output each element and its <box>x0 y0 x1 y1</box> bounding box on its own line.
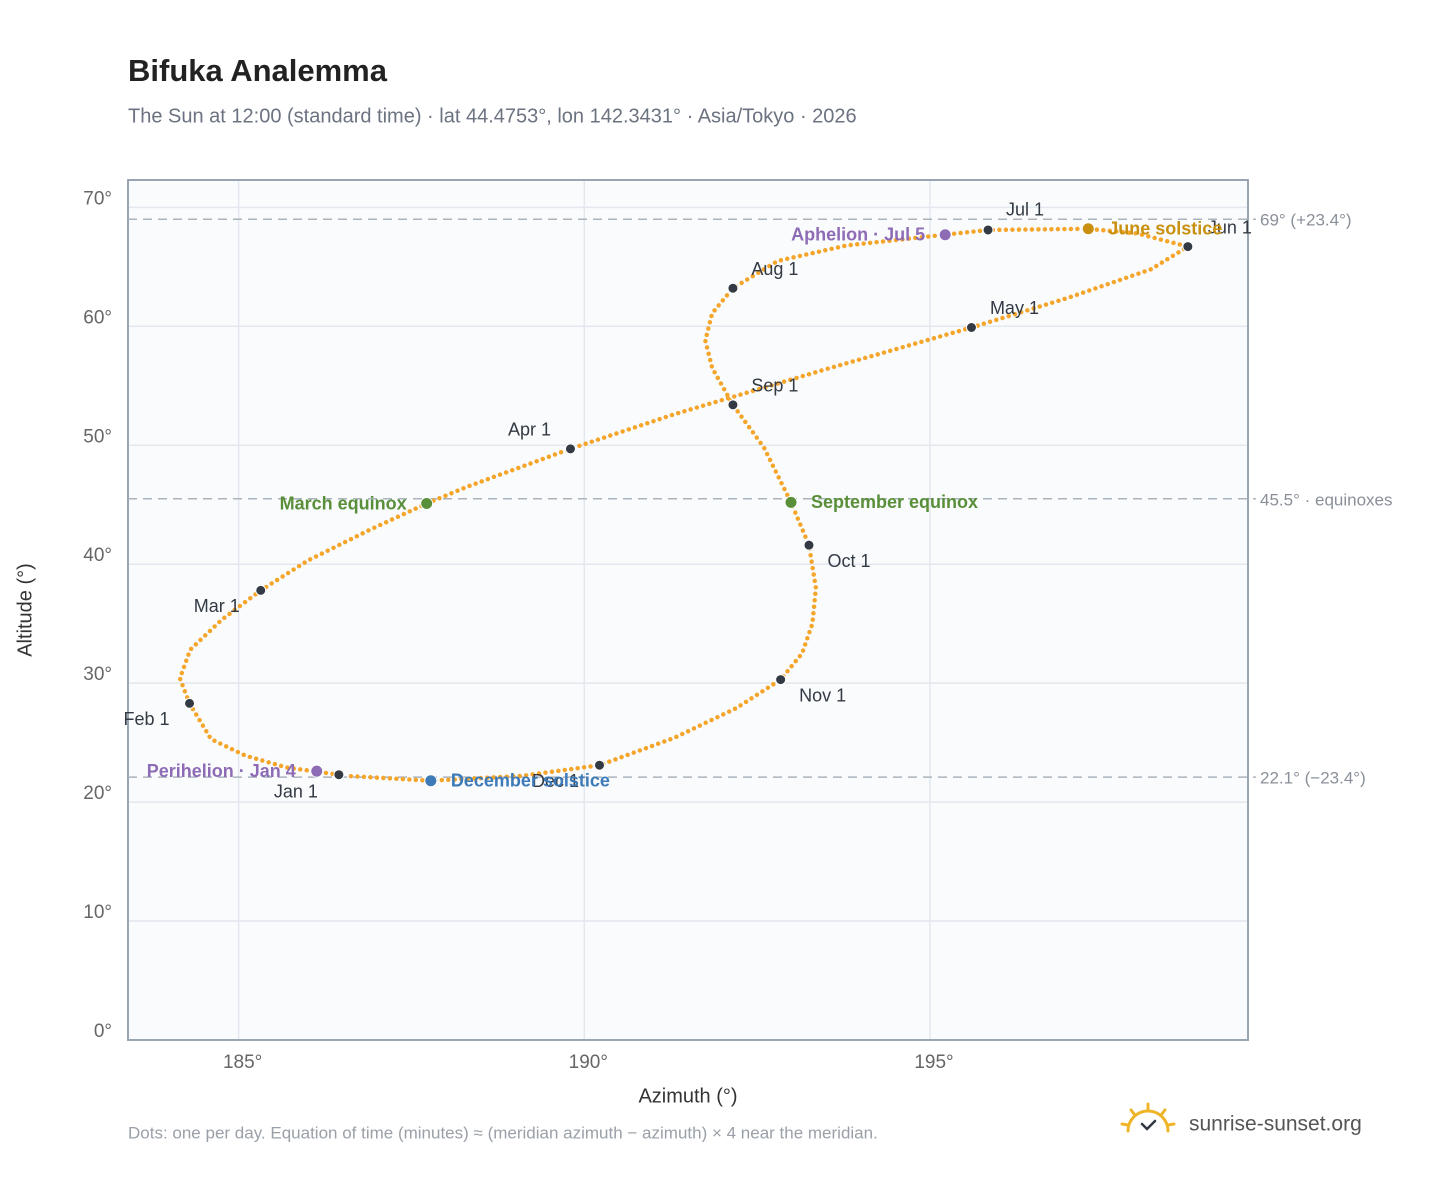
reference-label: 22.1° (−23.4°) <box>1260 769 1366 788</box>
marker-label: Oct 1 <box>827 551 870 571</box>
logo <box>1120 1102 1176 1133</box>
reference-label: 69° (+23.4°) <box>1260 211 1352 230</box>
marker-label: Mar 1 <box>194 596 240 616</box>
marker <box>727 282 739 294</box>
marker <box>420 497 434 511</box>
chart-subtitle: The Sun at 12:00 (standard time) · lat 4… <box>128 105 857 127</box>
marker <box>803 539 815 551</box>
y-tick-label: 70° <box>83 188 112 209</box>
y-tick-label: 30° <box>83 664 112 685</box>
y-tick-label: 40° <box>83 545 112 566</box>
y-tick-label: 50° <box>83 426 112 447</box>
plot-area <box>128 180 1248 1040</box>
chart-title: Bifuka Analemma <box>128 53 388 88</box>
marker-label: December solstice <box>451 770 610 790</box>
marker <box>333 769 345 781</box>
marker-label: Apr 1 <box>508 420 551 440</box>
marker <box>775 674 787 686</box>
marker-label: June solstice <box>1108 219 1222 239</box>
marker-label: Nov 1 <box>799 685 846 705</box>
marker <box>255 584 267 596</box>
marker <box>564 443 576 455</box>
marker <box>727 399 739 411</box>
marker-label: Aug 1 <box>751 259 798 279</box>
marker-label: Jan 1 <box>274 781 318 801</box>
marker <box>1182 241 1194 253</box>
marker-label: Jun 1 <box>1208 217 1252 237</box>
marker <box>184 697 196 709</box>
y-axis-label: Altitude (°) <box>14 563 36 657</box>
marker <box>982 224 994 236</box>
marker-label: Jul 1 <box>1006 200 1044 220</box>
marker-label: Feb 1 <box>124 709 170 729</box>
y-tick-label: 0° <box>94 1021 112 1042</box>
x-axis-label: Azimuth (°) <box>638 1085 737 1107</box>
marker <box>424 774 438 788</box>
y-tick-label: 20° <box>83 783 112 804</box>
marker-label: Aphelion · Jul 5 <box>791 224 925 244</box>
footnote: Dots: one per day. Equation of time (min… <box>128 1123 878 1142</box>
marker-label: Dec 1 <box>532 771 579 791</box>
x-tick-label: 185° <box>223 1052 262 1073</box>
marker-label: March equinox <box>280 493 407 513</box>
marker <box>938 228 952 242</box>
marker <box>784 495 798 509</box>
marker-label: Sep 1 <box>751 376 798 396</box>
reference-label: 45.5° · equinoxes <box>1260 490 1393 509</box>
marker-label: May 1 <box>990 298 1039 318</box>
x-tick-label: 190° <box>569 1052 608 1073</box>
source: sunrise-sunset.org <box>1189 1113 1362 1136</box>
y-tick-label: 60° <box>83 307 112 328</box>
x-tick-label: 195° <box>914 1052 953 1073</box>
marker-label: Perihelion · Jan 4 <box>147 761 296 781</box>
y-tick-label: 10° <box>83 902 112 923</box>
marker <box>310 764 324 778</box>
plot-frame <box>127 179 1249 1041</box>
marker <box>1081 222 1095 236</box>
marker-label: September equinox <box>811 492 978 512</box>
marker <box>594 759 606 771</box>
analemma-dots <box>177 226 1194 783</box>
marker <box>965 321 977 333</box>
